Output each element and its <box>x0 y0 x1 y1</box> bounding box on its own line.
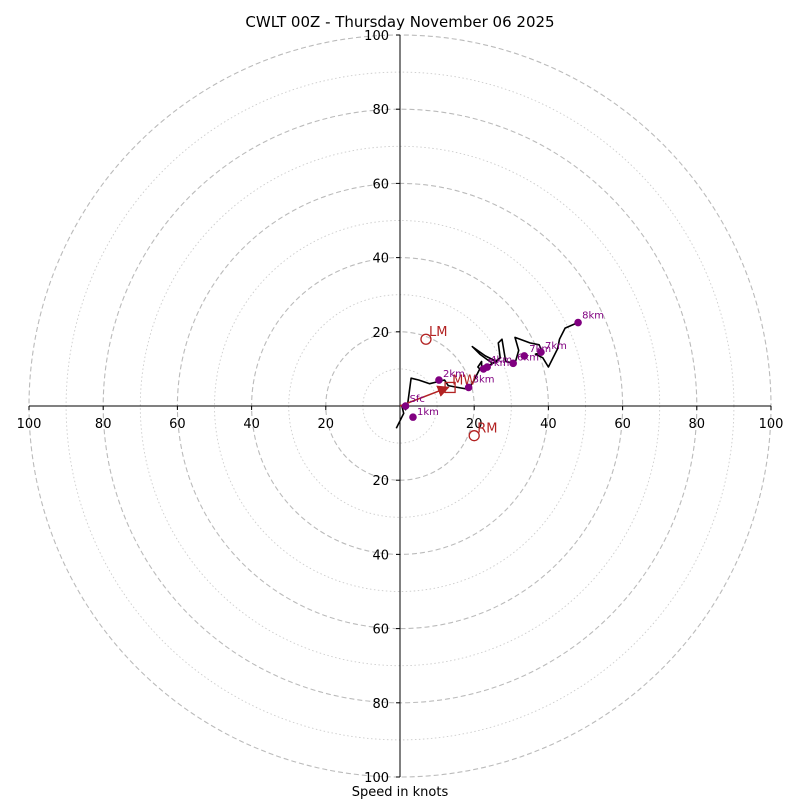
x-tick-label-left: 20 <box>318 417 335 432</box>
height-point-label: 2km <box>443 369 465 380</box>
y-tick-label-top: 100 <box>364 29 389 44</box>
y-tick-label-top: 80 <box>372 103 389 118</box>
x-tick-label-right: 40 <box>540 417 557 432</box>
height-point-marker <box>520 352 529 360</box>
x-tick-label-right: 100 <box>759 417 784 432</box>
height-point-label: 4km <box>490 355 512 366</box>
height-point-marker <box>509 359 517 368</box>
height-point-label: 8km <box>582 311 604 322</box>
x-tick-label-left: 60 <box>169 417 186 432</box>
y-tick-label-bottom: 60 <box>372 623 389 638</box>
y-tick-label-top: 20 <box>372 326 389 341</box>
y-tick-label-top: 40 <box>372 252 389 267</box>
y-tick-label-bottom: 80 <box>372 697 389 712</box>
right-mover-label: RM <box>477 422 497 437</box>
height-point-label: 1km <box>417 407 439 418</box>
y-tick-label-bottom: 100 <box>364 771 389 786</box>
height-point-marker <box>537 348 545 357</box>
height-point-marker <box>464 383 473 392</box>
height-point-marker <box>479 365 488 373</box>
left-mover-label: LM <box>429 325 447 340</box>
height-point-label: 6km <box>517 352 539 363</box>
height-points: Sfc1km2km3km4km5km6km7km7km8km <box>401 311 604 421</box>
y-tick-label-bottom: 20 <box>372 474 389 489</box>
bulk-shear-vector <box>399 385 450 407</box>
x-tick-label-left: 100 <box>17 417 42 432</box>
chart-title: CWLT 00Z - Thursday November 06 2025 <box>245 13 554 31</box>
height-point-label: 3km <box>473 374 495 385</box>
mean-wind-marker <box>444 381 456 394</box>
x-tick-label-right: 20 <box>466 417 483 432</box>
height-point-marker <box>574 318 582 327</box>
x-tick-label-right: 60 <box>614 417 631 432</box>
y-tick-label-bottom: 40 <box>372 548 389 563</box>
left-mover-marker <box>420 333 432 345</box>
axis-ticks: 20 20 20 20 40 40 40 40 60 60 60 60 80 80 80 80 100 100 10… <box>17 29 784 786</box>
y-tick-label-top: 60 <box>372 177 389 192</box>
x-axis-label: Speed in knots <box>352 785 449 800</box>
height-point-marker <box>435 376 443 384</box>
right-mover-marker <box>468 430 480 442</box>
x-tick-label-left: 80 <box>95 417 112 432</box>
height-point-marker <box>401 402 410 410</box>
height-point-label: Sfc <box>410 394 425 405</box>
x-tick-label-right: 80 <box>689 417 706 432</box>
height-point-label: 7km <box>545 341 567 352</box>
height-point-label: 5km <box>487 358 509 369</box>
height-point-marker <box>409 413 417 421</box>
x-tick-label-left: 40 <box>243 417 260 432</box>
